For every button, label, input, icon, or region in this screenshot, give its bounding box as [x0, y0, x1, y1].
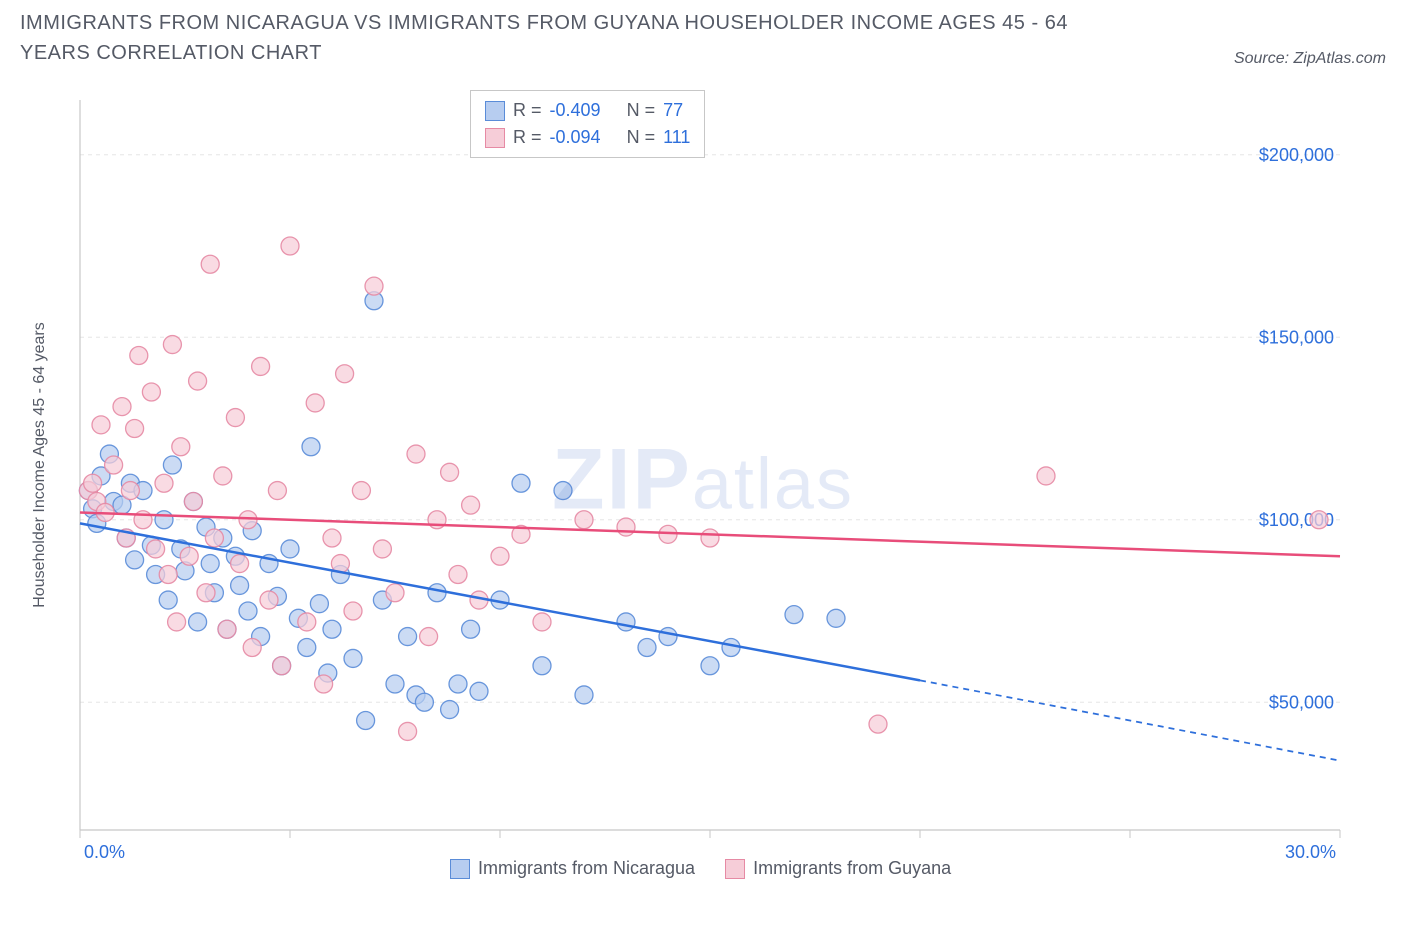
svg-text:0.0%: 0.0% — [84, 842, 125, 862]
chart-container: ZIPatlas $50,000$100,000$150,000$200,000… — [20, 80, 1386, 900]
n-value: 77 — [663, 97, 683, 124]
series-legend: Immigrants from Nicaragua Immigrants from… — [450, 858, 951, 879]
legend-swatch — [725, 859, 745, 879]
svg-text:Householder Income Ages 45 - 6: Householder Income Ages 45 - 64 years — [31, 322, 48, 608]
r-value: -0.409 — [550, 97, 601, 124]
scatter-chart: $50,000$100,000$150,000$200,0000.0%30.0%… — [20, 80, 1386, 900]
source-attribution: Source: ZipAtlas.com — [1234, 50, 1386, 68]
legend-label: Immigrants from Nicaragua — [478, 858, 695, 879]
n-label: N = — [627, 124, 656, 151]
n-value: 111 — [663, 124, 690, 151]
stats-row: R = -0.409 N = 77 — [485, 97, 690, 124]
chart-title: IMMIGRANTS FROM NICARAGUA VS IMMIGRANTS … — [20, 8, 1140, 68]
r-label: R = — [513, 124, 542, 151]
legend-item: Immigrants from Nicaragua — [450, 858, 695, 879]
source-value: ZipAtlas.com — [1294, 50, 1386, 67]
series-swatch — [485, 128, 505, 148]
legend-label: Immigrants from Guyana — [753, 858, 951, 879]
r-value: -0.094 — [550, 124, 601, 151]
legend-swatch — [450, 859, 470, 879]
svg-text:$50,000: $50,000 — [1269, 692, 1334, 712]
svg-text:30.0%: 30.0% — [1285, 842, 1336, 862]
svg-text:$200,000: $200,000 — [1259, 145, 1334, 165]
source-label: Source: — [1234, 50, 1289, 67]
correlation-stats-box: R = -0.409 N = 77 R = -0.094 N = 111 — [470, 90, 705, 158]
n-label: N = — [627, 97, 656, 124]
series-swatch — [485, 101, 505, 121]
legend-item: Immigrants from Guyana — [725, 858, 951, 879]
stats-row: R = -0.094 N = 111 — [485, 124, 690, 151]
r-label: R = — [513, 97, 542, 124]
svg-text:$150,000: $150,000 — [1259, 327, 1334, 347]
